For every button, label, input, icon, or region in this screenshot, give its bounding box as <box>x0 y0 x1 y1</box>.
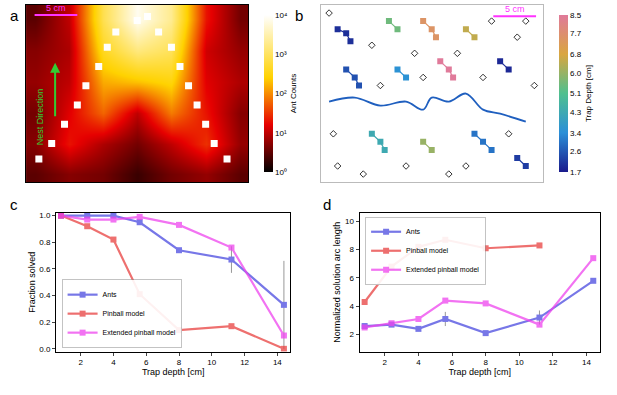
svg-text:Extended pinball model: Extended pinball model <box>406 266 479 274</box>
svg-text:2: 2 <box>350 330 355 339</box>
svg-text:8.5: 8.5 <box>570 11 582 20</box>
svg-text:6.0: 6.0 <box>570 69 582 78</box>
svg-text:Ants: Ants <box>103 291 118 298</box>
svg-text:1.0: 1.0 <box>39 211 51 220</box>
svg-text:Fraction solved: Fraction solved <box>27 252 37 313</box>
svg-text:Extended pinball model: Extended pinball model <box>103 329 176 337</box>
svg-text:0.6: 0.6 <box>39 265 51 274</box>
svg-text:0.4: 0.4 <box>39 291 51 300</box>
svg-text:12: 12 <box>548 358 557 367</box>
svg-text:Normalized solution arc length: Normalized solution arc length <box>332 222 342 343</box>
svg-text:1.7: 1.7 <box>570 168 582 177</box>
svg-text:7.7: 7.7 <box>570 29 582 38</box>
svg-text:14: 14 <box>273 358 282 367</box>
svg-text:2: 2 <box>383 358 388 367</box>
svg-text:Ant Counts: Ant Counts <box>289 74 298 114</box>
svg-text:8: 8 <box>177 358 182 367</box>
svg-text:Trap Depth [cm]: Trap Depth [cm] <box>584 65 593 122</box>
svg-text:5.1: 5.1 <box>570 89 582 98</box>
svg-text:Trap depth [cm]: Trap depth [cm] <box>142 367 205 377</box>
svg-text:a: a <box>10 7 19 24</box>
svg-text:0.2: 0.2 <box>39 318 51 327</box>
svg-text:Trap depth [cm]: Trap depth [cm] <box>448 367 511 377</box>
svg-text:8: 8 <box>350 245 355 254</box>
svg-text:4.3: 4.3 <box>570 108 582 117</box>
svg-text:10: 10 <box>515 358 524 367</box>
svg-text:6.8: 6.8 <box>570 50 582 59</box>
svg-text:2.6: 2.6 <box>570 147 582 156</box>
svg-text:6: 6 <box>450 358 455 367</box>
svg-text:10⁴: 10⁴ <box>275 11 288 20</box>
svg-text:Pinball model: Pinball model <box>406 247 448 254</box>
svg-text:5 cm: 5 cm <box>46 3 66 13</box>
svg-text:d: d <box>323 196 331 213</box>
svg-text:0.8: 0.8 <box>39 238 51 247</box>
svg-text:5 cm: 5 cm <box>505 4 525 14</box>
svg-text:Ants: Ants <box>406 228 421 235</box>
svg-text:10: 10 <box>345 217 354 226</box>
svg-text:8: 8 <box>483 358 488 367</box>
svg-text:12: 12 <box>240 358 249 367</box>
svg-text:10⁰: 10⁰ <box>275 168 287 177</box>
svg-text:4: 4 <box>111 358 116 367</box>
svg-text:6: 6 <box>144 358 149 367</box>
svg-text:b: b <box>295 7 303 24</box>
svg-text:10: 10 <box>207 358 216 367</box>
svg-text:0.0: 0.0 <box>39 345 51 354</box>
svg-text:Pinball model: Pinball model <box>103 310 145 317</box>
svg-text:3.4: 3.4 <box>570 129 582 138</box>
svg-text:2: 2 <box>78 358 83 367</box>
svg-text:10¹: 10¹ <box>275 129 287 138</box>
svg-text:6: 6 <box>350 274 355 283</box>
svg-text:c: c <box>10 196 18 213</box>
svg-text:Nest Direction: Nest Direction <box>35 89 45 146</box>
svg-text:4: 4 <box>350 302 355 311</box>
svg-text:4: 4 <box>416 358 421 367</box>
svg-text:10²: 10² <box>275 89 287 98</box>
svg-text:14: 14 <box>582 358 591 367</box>
svg-text:10³: 10³ <box>275 50 287 59</box>
